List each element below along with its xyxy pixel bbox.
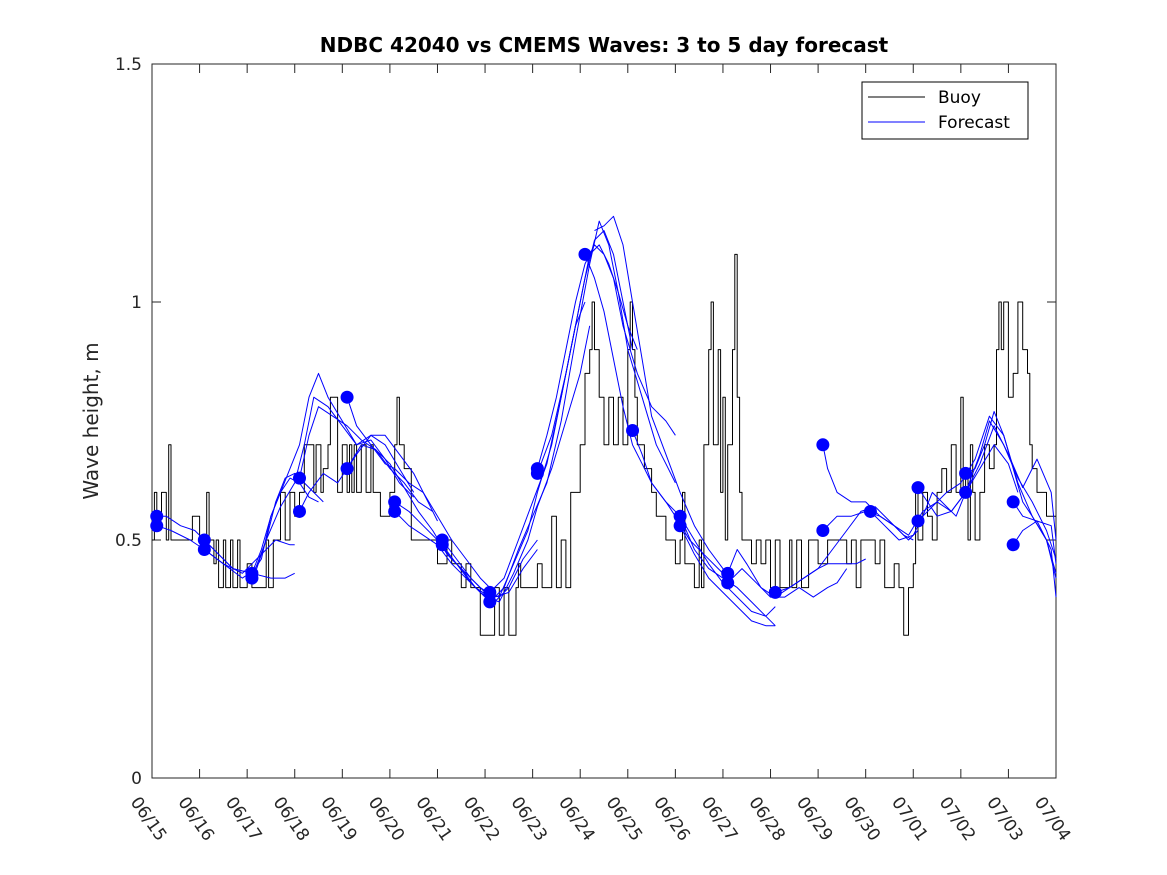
forecast-series-line — [917, 420, 1057, 560]
y-axis-label: Wave height, m — [79, 342, 103, 499]
forecast-series-line — [727, 568, 848, 598]
forecast-start-marker — [673, 509, 687, 523]
forecast-series-line — [870, 444, 1019, 541]
forecast-start-marker — [959, 466, 973, 480]
forecast-start-marker — [340, 390, 354, 404]
forecast-start-marker — [816, 523, 830, 537]
y-tick-label: 1.5 — [115, 55, 142, 75]
forecast-start-marker — [578, 247, 592, 261]
forecast-series-line — [346, 397, 491, 588]
forecast-start-marker — [911, 481, 925, 495]
forecast-series-line — [822, 492, 966, 536]
forecast-start-marker — [626, 424, 640, 438]
forecast-start-marker — [292, 504, 306, 518]
forecast-series-line — [632, 430, 776, 617]
legend-box — [861, 81, 1029, 140]
forecast-series-line — [965, 411, 1057, 574]
forecast-series-line — [299, 406, 433, 512]
forecast-series-line — [441, 325, 591, 603]
forecast-series-line — [822, 444, 919, 541]
buoy-series-line — [152, 253, 1056, 636]
y-tick-label: 0 — [131, 769, 142, 789]
legend-buoy-label: Buoy — [938, 88, 981, 108]
forecast-start-marker — [721, 576, 735, 590]
forecast-series-line — [1012, 520, 1057, 598]
forecast-start-marker — [721, 566, 735, 580]
forecast-start-marker — [768, 585, 782, 599]
forecast-series-line — [299, 434, 438, 522]
forecast-series-line — [679, 525, 776, 627]
forecast-start-marker — [150, 509, 164, 523]
forecast-start-marker — [483, 595, 497, 609]
forecast-start-marker — [911, 514, 925, 528]
forecast-start-marker — [245, 571, 259, 585]
forecast-start-marker — [483, 585, 497, 599]
forecast-start-marker — [673, 519, 687, 533]
forecast-start-marker — [1006, 495, 1020, 509]
forecast-series-line — [536, 244, 676, 484]
forecast-series-line — [251, 372, 415, 574]
forecast-start-marker — [340, 462, 354, 476]
y-tick-label: 0.5 — [115, 531, 142, 551]
y-tick-label: 1 — [131, 293, 142, 313]
forecast-start-marker — [292, 471, 306, 485]
forecast-series-line — [346, 444, 491, 598]
forecast-series-line — [204, 472, 324, 579]
forecast-start-marker — [959, 485, 973, 499]
forecast-start-marker — [816, 438, 830, 452]
forecast-start-marker — [388, 504, 402, 518]
axes-box — [151, 63, 1057, 779]
forecast-start-marker — [435, 538, 449, 552]
forecast-series-line — [394, 511, 538, 603]
forecast-series-line — [594, 215, 733, 579]
forecast-start-marker — [197, 533, 211, 547]
forecast-series-line — [394, 501, 538, 598]
forecast-start-marker — [388, 495, 402, 509]
legend-forecast-label: Forecast — [938, 113, 1010, 133]
forecast-start-marker — [863, 504, 877, 518]
forecast-start-marker — [197, 543, 211, 557]
forecast-start-marker — [150, 519, 164, 533]
forecast-start-marker — [1006, 538, 1020, 552]
forecast-series-line — [965, 425, 1057, 541]
legend: Buoy Forecast — [861, 81, 1029, 140]
chart-title: NDBC 42040 vs CMEMS Waves: 3 to 5 day fo… — [320, 33, 889, 57]
forecast-start-marker — [530, 466, 544, 480]
